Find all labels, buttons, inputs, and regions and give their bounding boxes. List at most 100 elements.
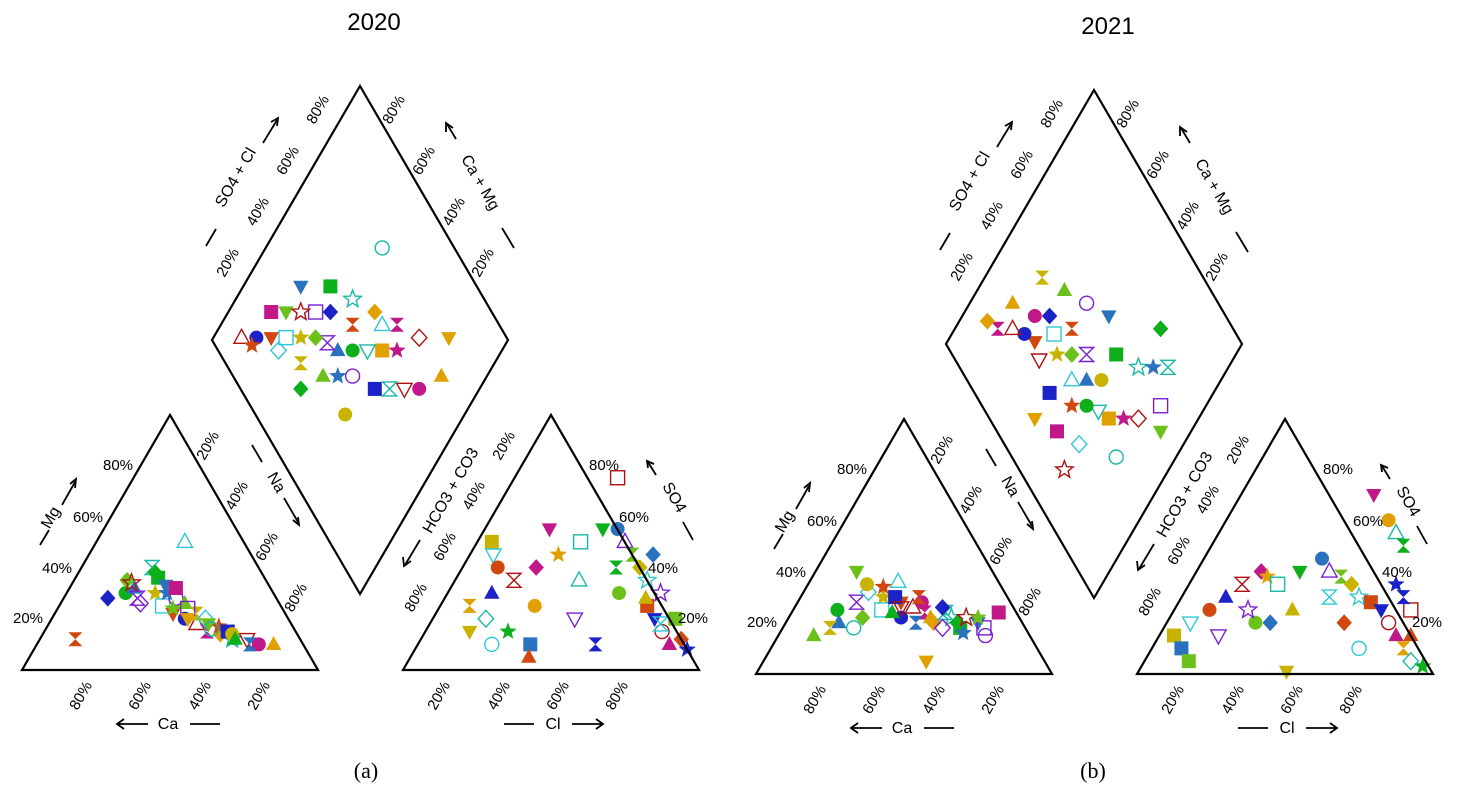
anion-point xyxy=(484,548,503,565)
diamond-plot xyxy=(210,83,510,597)
cation-point xyxy=(242,637,257,652)
anion-point xyxy=(484,584,500,599)
diamond-point xyxy=(1152,398,1169,414)
axis-label-na: Na xyxy=(251,444,301,528)
diamond-point xyxy=(323,279,338,294)
diamond-point xyxy=(367,303,383,321)
tick-d-so4cl-80: 80% xyxy=(303,92,333,127)
anion-point xyxy=(541,523,558,538)
axis-label-ca: Ca xyxy=(115,716,220,733)
cation-point xyxy=(874,577,892,595)
tick-so4-80: 80% xyxy=(1323,461,1353,478)
anion-point xyxy=(1414,657,1432,674)
diamond-point xyxy=(344,368,361,384)
anion-point xyxy=(484,636,500,653)
cation-point xyxy=(146,584,164,601)
na-label: Na xyxy=(997,474,1022,500)
anion-point xyxy=(1202,602,1217,617)
diamond-point xyxy=(1041,307,1058,325)
anion-point xyxy=(1396,641,1411,656)
diamond-point xyxy=(1079,398,1094,413)
diamond-point xyxy=(390,317,404,332)
diamond-point xyxy=(1030,353,1049,370)
tick-ca-80: 80% xyxy=(800,682,830,717)
diamond-point xyxy=(410,328,428,348)
anion-point xyxy=(549,545,568,562)
cation-point xyxy=(128,590,147,606)
anion-point xyxy=(1278,665,1295,680)
tick-d-camg-80: 80% xyxy=(1113,96,1143,131)
anion-point xyxy=(650,582,672,603)
diamond-point xyxy=(1152,425,1169,440)
diamond-point xyxy=(243,336,261,353)
tick-na-60: 60% xyxy=(986,533,1016,568)
anion-point xyxy=(1269,576,1286,592)
cation-point xyxy=(847,594,866,610)
tick-mg-20: 20% xyxy=(13,610,43,627)
cation-point xyxy=(874,602,890,618)
axis-label-mg: Mg xyxy=(772,480,812,550)
diamond-point xyxy=(1050,424,1064,439)
tick-hco3-80: 80% xyxy=(1135,584,1165,619)
diamond-point xyxy=(307,304,324,320)
anion-point xyxy=(1320,561,1339,578)
diamond-point xyxy=(1109,347,1124,362)
diamond-point xyxy=(293,380,309,398)
axis-label-so4: SO4 xyxy=(645,459,694,541)
diamond-point xyxy=(1042,385,1057,400)
diamond-point xyxy=(232,327,251,344)
anion-point xyxy=(572,534,589,550)
diamond-point xyxy=(290,300,312,321)
diamond-point xyxy=(1064,346,1080,363)
diamond-point xyxy=(1048,345,1066,362)
diamond-point xyxy=(1159,359,1177,375)
tick-ca-60: 60% xyxy=(125,678,155,713)
anion-triangle xyxy=(401,412,701,672)
diamond-point xyxy=(293,356,308,371)
diamond-point xyxy=(1078,371,1095,386)
axis-label-na: Na xyxy=(985,448,1035,532)
cation-point xyxy=(845,620,862,636)
axis-label-so4cl: SO4 + Cl xyxy=(205,116,280,247)
anion-point xyxy=(1209,629,1228,646)
diamond-point xyxy=(1077,346,1096,363)
tick-ca-20: 20% xyxy=(244,678,274,713)
anion-point xyxy=(1388,627,1404,642)
tick-na-80: 80% xyxy=(281,580,311,615)
anion-point xyxy=(612,586,627,601)
anion-point xyxy=(1237,598,1259,619)
diamond-point xyxy=(1027,413,1043,427)
cation-point xyxy=(918,655,934,670)
diamond-point xyxy=(1035,270,1050,285)
anion-point xyxy=(1373,604,1389,619)
tick-cl-40: 40% xyxy=(1218,682,1248,717)
anion-point xyxy=(1181,616,1200,633)
diamond-point xyxy=(345,317,360,332)
cation-point xyxy=(147,564,163,581)
anion-point xyxy=(1233,576,1251,592)
tick-so4-40: 40% xyxy=(1382,564,1412,581)
tick-ca-20: 20% xyxy=(978,682,1008,717)
diamond-point xyxy=(373,314,392,332)
cation-point xyxy=(922,609,939,624)
diamond-point xyxy=(1062,370,1081,387)
diamond-point xyxy=(1056,282,1073,296)
cation-point xyxy=(164,599,182,616)
cation-point xyxy=(831,614,847,629)
anion-point xyxy=(609,560,624,575)
tick-d-so4cl-40: 40% xyxy=(243,194,273,229)
diamond-point xyxy=(367,381,382,396)
diamond-point xyxy=(1003,318,1022,336)
anion-point xyxy=(1351,640,1367,657)
cation-point xyxy=(227,630,243,645)
tick-d-so4cl-20: 20% xyxy=(947,249,977,284)
cation-point xyxy=(158,584,176,601)
cation-point xyxy=(210,617,228,634)
anion-point xyxy=(527,598,542,613)
tick-d-so4cl-20: 20% xyxy=(213,245,243,280)
cation-point xyxy=(175,531,194,549)
tick-hco3-80: 80% xyxy=(401,580,431,615)
diamond-point xyxy=(330,342,346,357)
axis-label-camg: Ca + Mg xyxy=(1179,125,1249,253)
